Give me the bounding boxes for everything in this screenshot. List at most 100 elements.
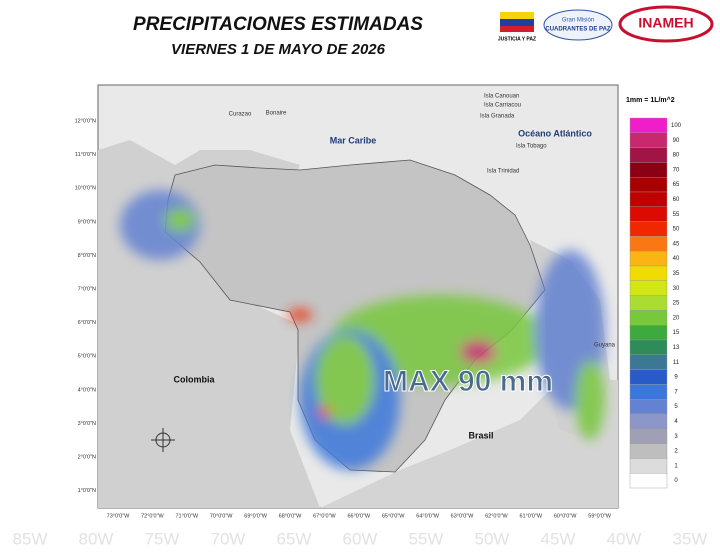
- legend-label: 7: [674, 389, 678, 395]
- legend-swatch: [629, 399, 668, 415]
- country-label: Colombia: [173, 374, 215, 384]
- background-longitudes: 85W 80W 75W 70W 65W 60W 55W 50W 45W 40W 35W: [13, 529, 708, 548]
- lat-label: 3°0'0"N: [78, 421, 96, 427]
- legend: 1009080706560555045403530252015131197543…: [629, 117, 682, 489]
- legend-label: 80: [673, 153, 680, 159]
- lon-label: 63°0'0"W: [451, 513, 474, 519]
- legend-label: 9: [674, 375, 678, 381]
- rain-area: [319, 406, 331, 418]
- legend-swatch: [629, 310, 668, 326]
- lat-label: 4°0'0"N: [78, 387, 96, 393]
- legend-swatch: [629, 443, 668, 459]
- rain-area: [165, 208, 195, 232]
- place-label: Isla Canouan: [484, 94, 519, 100]
- legend-swatch: [629, 265, 668, 282]
- legend-label: 5: [674, 404, 678, 410]
- place-label: Isla Granada: [480, 114, 515, 120]
- legend-swatch: [629, 236, 668, 252]
- legend-swatch: [629, 250, 668, 267]
- legend-label: 2: [674, 449, 678, 455]
- legend-swatch: [629, 117, 668, 134]
- background-lon-label: 65W: [277, 529, 312, 548]
- background-lon-label: 50W: [475, 529, 510, 548]
- graticule-labels: 12°0'0"N 11°0'0"N 10°0'0"N 9°0'0"N 8°0'0"N 7°…: [75, 118, 612, 519]
- lat-label: 7°0'0"N: [78, 286, 96, 292]
- logo-text: INAMEH: [638, 15, 693, 31]
- place-label: Isla Trinidad: [487, 169, 519, 175]
- legend-swatch: [629, 354, 668, 370]
- legend-label: 55: [673, 212, 680, 218]
- legend-label: 50: [673, 227, 680, 233]
- lat-label: 2°0'0"N: [78, 454, 96, 460]
- brasil-land: [320, 380, 618, 508]
- flag-red: [500, 26, 534, 32]
- lon-label: 65°0'0"W: [382, 513, 405, 519]
- legend-label: 15: [673, 330, 680, 336]
- legend-swatch: [629, 295, 668, 311]
- legend-label: 1: [674, 463, 678, 469]
- legend-label: 4: [674, 419, 678, 425]
- legend-label: 0: [674, 478, 678, 484]
- background-lon-label: 55W: [409, 529, 444, 548]
- background-lon-label: 70W: [211, 529, 246, 548]
- lon-label: 66°0'0"W: [347, 513, 370, 519]
- legend-swatch: [629, 176, 668, 193]
- background-lon-label: 40W: [607, 529, 642, 548]
- place-label: Bonaire: [266, 111, 287, 117]
- rain-area: [120, 190, 200, 260]
- legend-swatch: [629, 369, 668, 385]
- lon-label: 67°0'0"W: [313, 513, 336, 519]
- legend-swatch: [629, 221, 668, 237]
- logo-text: JUSTICIA Y PAZ: [498, 36, 536, 42]
- lat-label: 1°0'0"N: [78, 488, 96, 494]
- legend-label: 3: [674, 434, 678, 440]
- logo: [618, 5, 714, 43]
- logo-text: Gran Misión: [562, 18, 594, 24]
- lon-label: 60°0'0"W: [554, 513, 577, 519]
- legend-label: 25: [673, 301, 680, 307]
- background-lon-label: 75W: [145, 529, 180, 548]
- legend-swatch: [629, 339, 668, 356]
- legend-label: 100: [671, 123, 682, 129]
- legend-swatch: [629, 162, 668, 178]
- max-annotation: MAX 90 mm: [383, 365, 553, 398]
- legend-swatch: [629, 280, 668, 296]
- sea-label: Mar Caribe: [330, 135, 377, 145]
- legend-label: 60: [673, 197, 680, 203]
- rain-area: [460, 340, 496, 364]
- lon-label: 62°0'0"W: [485, 513, 508, 519]
- legend-label: 20: [673, 315, 680, 321]
- place-label: Isla Tobago: [516, 144, 547, 150]
- background-lon-label: 35W: [673, 529, 708, 548]
- legend-swatch: [629, 325, 668, 341]
- legend-label: 11: [673, 360, 680, 366]
- lon-label: 61°0'0"W: [519, 513, 542, 519]
- legend-label: 40: [673, 256, 680, 262]
- place-label: Isla Carriacou: [484, 103, 521, 109]
- legend-label: 13: [673, 345, 680, 351]
- legend-swatch: [629, 384, 668, 400]
- lat-label: 9°0'0"N: [78, 219, 96, 225]
- legend-label: 90: [673, 138, 680, 144]
- legend-swatch: [629, 147, 668, 163]
- background-lon-label: 45W: [541, 529, 576, 548]
- lat-label: 10°0'0"N: [75, 186, 96, 192]
- lon-label: 64°0'0"W: [416, 513, 439, 519]
- lat-label: 11°0'0"N: [75, 152, 96, 158]
- place-label: Guyana: [594, 343, 616, 349]
- country-label: Brasil: [468, 430, 493, 440]
- legend-swatch: [629, 428, 668, 444]
- legend-swatch: [629, 206, 668, 222]
- place-label: Curazao: [229, 112, 252, 118]
- legend-swatch: [629, 473, 668, 489]
- legend-label: 45: [673, 241, 680, 247]
- lon-label: 68°0'0"W: [279, 513, 302, 519]
- legend-label: 30: [673, 286, 680, 292]
- rain-area: [315, 335, 375, 425]
- background-lon-label: 85W: [13, 529, 48, 548]
- lon-label: 72°0'0"W: [141, 513, 164, 519]
- rain-area: [288, 309, 312, 321]
- legend-label: 70: [673, 167, 680, 173]
- legend-swatch: [629, 413, 668, 430]
- lat-label: 5°0'0"N: [78, 354, 96, 360]
